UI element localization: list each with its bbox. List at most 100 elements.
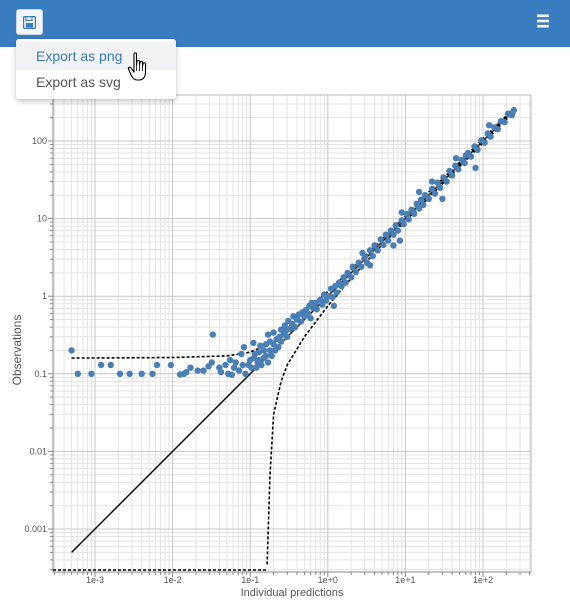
data-point	[452, 155, 460, 162]
floppy-disk-icon	[23, 15, 36, 29]
data-point	[494, 126, 501, 133]
data-point	[385, 237, 392, 244]
data-point	[390, 231, 397, 238]
data-point	[382, 231, 390, 238]
data-point	[313, 306, 320, 313]
data-point	[394, 227, 402, 234]
data-point	[116, 370, 124, 377]
minor-grid	[53, 95, 531, 572]
data-point	[369, 252, 376, 260]
data-point	[292, 323, 299, 331]
data-point	[149, 370, 156, 377]
data-point	[501, 118, 508, 126]
data-point	[240, 344, 248, 351]
export-svg-menu-item[interactable]: Export as svg	[36, 74, 121, 90]
data-point	[97, 361, 105, 369]
data-point	[329, 294, 336, 301]
data-point	[371, 242, 378, 249]
data-point	[333, 289, 340, 296]
data-point	[349, 263, 356, 270]
data-point	[258, 361, 265, 369]
data-point	[268, 352, 275, 360]
data-point	[396, 237, 404, 244]
data-point	[107, 361, 115, 369]
data-point	[342, 279, 349, 286]
data-point	[228, 371, 235, 378]
x-tick-label: 1e+0	[318, 575, 338, 585]
data-point	[413, 200, 420, 207]
data-point	[167, 361, 175, 369]
data-point	[264, 359, 272, 366]
data-point	[250, 339, 257, 347]
data-point	[390, 242, 397, 249]
data-point	[348, 274, 355, 281]
data-point	[266, 347, 274, 354]
data-point	[222, 361, 229, 369]
data-point	[411, 210, 418, 218]
data-points	[68, 106, 518, 378]
hand-pointer-cursor-icon	[127, 52, 147, 81]
data-point	[277, 326, 285, 333]
data-point	[428, 178, 436, 185]
y-tick-label: 0.001	[24, 524, 47, 534]
data-point	[270, 329, 277, 336]
data-point	[253, 364, 260, 371]
data-point	[403, 210, 411, 218]
data-point	[509, 109, 516, 117]
data-point	[264, 331, 272, 338]
y-tick-label: 10	[37, 214, 47, 224]
data-point	[260, 347, 268, 354]
data-point	[88, 370, 95, 377]
data-point	[284, 333, 291, 340]
data-point	[461, 159, 468, 167]
x-axis-label: Individual predictions	[241, 587, 344, 599]
data-point	[366, 247, 374, 254]
x-axis: 1e-3 1e-2 1e-1 1e+0 1e+1 1e+2	[53, 571, 531, 585]
data-point	[194, 367, 201, 374]
data-point	[187, 364, 194, 371]
data-point	[138, 370, 145, 377]
data-point	[434, 179, 441, 186]
data-point	[439, 195, 446, 202]
data-point	[436, 184, 444, 191]
data-point	[455, 166, 462, 173]
hamburger-menu-button[interactable]	[534, 12, 552, 30]
data-point	[474, 146, 481, 153]
y-tick-label: 1	[42, 291, 47, 301]
data-point	[308, 299, 315, 307]
export-dropdown-menu: Export as png Export as svg	[16, 39, 176, 99]
data-point	[400, 220, 407, 228]
x-tick-label: 1e-3	[86, 575, 104, 585]
y-tick-label: 100	[32, 136, 47, 146]
data-point	[462, 152, 469, 159]
data-point	[467, 153, 475, 160]
data-point	[209, 331, 216, 338]
x-tick-label: 1e-1	[241, 575, 259, 585]
data-point	[68, 347, 75, 354]
data-point	[235, 367, 243, 374]
data-point	[230, 364, 238, 371]
data-point	[281, 322, 289, 329]
data-point	[415, 205, 423, 212]
data-point	[287, 325, 294, 332]
data-point	[270, 341, 277, 348]
data-point	[126, 370, 133, 377]
x-tick-label: 1e+2	[473, 575, 493, 585]
data-point	[443, 178, 450, 185]
data-point	[481, 139, 488, 146]
data-point	[338, 282, 345, 290]
data-point	[487, 133, 494, 140]
data-point	[183, 369, 190, 376]
data-point	[359, 249, 366, 257]
data-point	[297, 318, 305, 325]
y-tick-label: 0.1	[34, 369, 47, 379]
y-axis: 0.001 0.01 0.1 1 10 100	[24, 95, 54, 572]
export-png-menu-item[interactable]: Export as png	[16, 42, 176, 70]
data-point	[226, 356, 234, 364]
data-point	[418, 196, 425, 203]
y-tick-label: 0.01	[29, 446, 47, 456]
data-point	[277, 338, 285, 345]
data-point	[74, 370, 82, 377]
data-point	[153, 361, 161, 369]
save-button[interactable]	[16, 9, 43, 35]
